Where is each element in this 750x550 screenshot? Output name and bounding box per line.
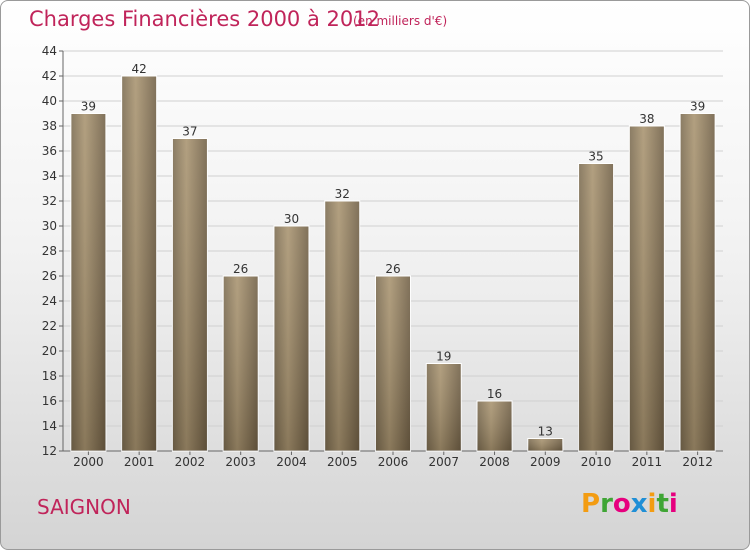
- y-tick-label: 26: [42, 269, 57, 283]
- data-label: 32: [335, 187, 350, 201]
- bar-shade: [273, 226, 309, 451]
- y-tick-label: 20: [42, 344, 57, 358]
- data-label: 38: [639, 112, 654, 126]
- data-label: 39: [690, 100, 705, 114]
- data-label: 35: [588, 150, 603, 164]
- x-tick-label: 2000: [73, 455, 104, 469]
- data-label: 13: [538, 425, 553, 439]
- logo-letter: o: [612, 489, 631, 519]
- chart-title: Charges Financières 2000 à 2012: [29, 7, 380, 31]
- y-tick-label: 28: [42, 244, 57, 258]
- x-tick-label: 2011: [632, 455, 663, 469]
- y-tick-label: 34: [42, 169, 57, 183]
- x-tick-label: 2003: [225, 455, 256, 469]
- bar-shade: [578, 163, 614, 451]
- y-tick-label: 38: [42, 119, 57, 133]
- y-tick-label: 44: [42, 44, 57, 58]
- commune-name: SAIGNON: [37, 495, 131, 519]
- bar-shade: [375, 276, 411, 451]
- data-label: 19: [436, 350, 451, 364]
- data-label: 26: [233, 262, 248, 276]
- data-label: 39: [81, 100, 96, 114]
- data-label: 16: [487, 387, 502, 401]
- bar-shade: [70, 113, 106, 451]
- bar-shade: [477, 401, 513, 451]
- x-tick-label: 2006: [378, 455, 409, 469]
- x-tick-label: 2004: [276, 455, 307, 469]
- y-tick-label: 14: [42, 419, 57, 433]
- y-tick-label: 40: [42, 94, 57, 108]
- bar-shade: [527, 438, 563, 451]
- x-tick-label: 2007: [428, 455, 459, 469]
- y-tick-label: 18: [42, 369, 57, 383]
- bar-shade: [172, 138, 208, 451]
- y-tick-label: 30: [42, 219, 57, 233]
- data-label: 37: [182, 125, 197, 139]
- bar-shade: [680, 113, 716, 451]
- bar-shade: [426, 363, 462, 451]
- bar-shade: [629, 126, 665, 451]
- bars: [70, 75, 716, 452]
- y-tick-label: 16: [42, 394, 57, 408]
- x-tick-label: 2002: [175, 455, 206, 469]
- logo-letter: t: [656, 489, 669, 519]
- x-tick-label: 2001: [124, 455, 155, 469]
- bar-shade: [223, 276, 259, 451]
- y-tick-label: 42: [42, 69, 57, 83]
- y-tick-label: 22: [42, 319, 57, 333]
- y-tick-label: 12: [42, 444, 57, 458]
- labels: 2000 39 2001 42 2002 37 2003 26 2004 30 2005 32 2006…: [73, 62, 713, 469]
- y-tick-label: 32: [42, 194, 57, 208]
- x-tick-label: 2012: [682, 455, 713, 469]
- proxiti-logo: Proxiti: [581, 489, 678, 519]
- data-label: 30: [284, 212, 299, 226]
- logo-letter: P: [581, 489, 601, 519]
- x-tick-label: 2008: [479, 455, 510, 469]
- x-tick-label: 2005: [327, 455, 358, 469]
- logo-letter: i: [647, 489, 657, 519]
- y-tick-label: 36: [42, 144, 57, 158]
- data-label: 42: [132, 62, 147, 76]
- chart-subtitle: (en milliers d'€): [353, 14, 448, 28]
- logo-letter: x: [630, 489, 648, 519]
- data-label: 26: [385, 262, 400, 276]
- bar-shade: [121, 76, 157, 451]
- y-tick-label: 24: [42, 294, 57, 308]
- x-tick-label: 2009: [530, 455, 561, 469]
- x-tick-label: 2010: [581, 455, 612, 469]
- logo-letter: i: [668, 489, 678, 519]
- bar-shade: [324, 201, 360, 451]
- logo-letter: r: [600, 489, 613, 519]
